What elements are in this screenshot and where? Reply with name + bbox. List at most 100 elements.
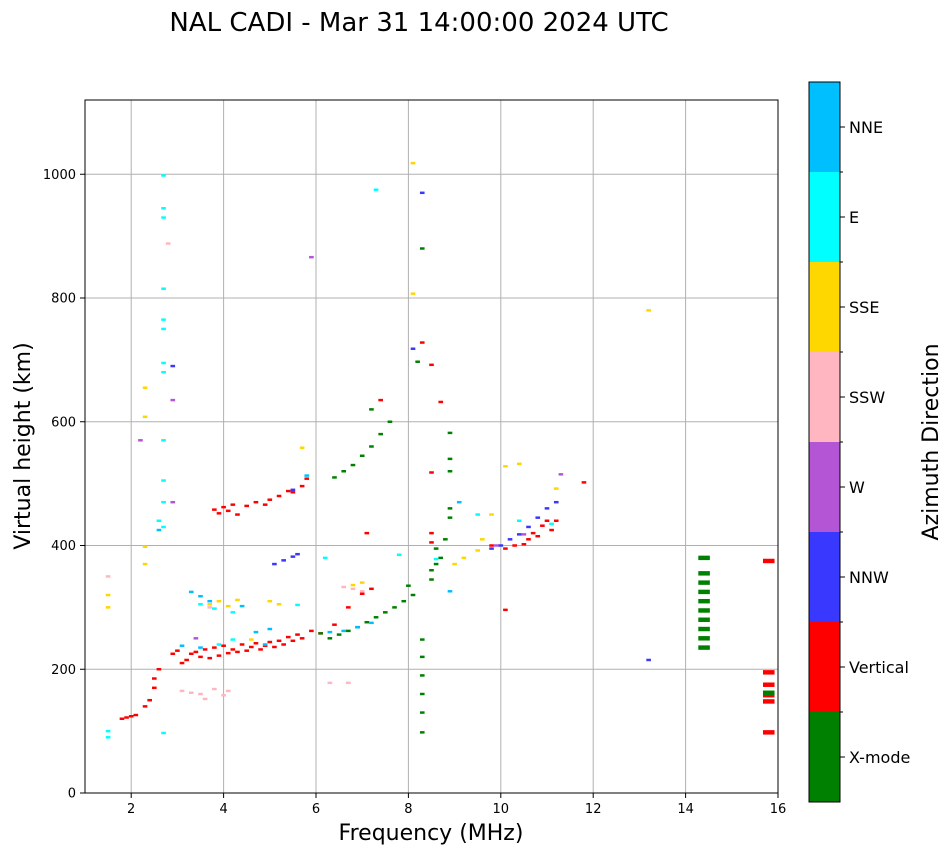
echo-point <box>438 400 444 404</box>
echo-point <box>147 698 152 702</box>
echo-point <box>387 420 393 423</box>
echo-point <box>285 489 291 493</box>
echo-point <box>253 500 259 504</box>
echo-point <box>498 544 504 547</box>
echo-point <box>142 545 148 548</box>
echo-point <box>359 592 365 595</box>
echo-point <box>170 652 176 656</box>
echo-point <box>212 607 217 610</box>
colorbar-segment <box>809 82 840 172</box>
echo-point <box>212 646 217 649</box>
echo-point <box>295 603 300 607</box>
echo-point <box>202 648 208 651</box>
echo-point <box>429 569 434 572</box>
echo-point <box>276 603 282 606</box>
echo-point <box>212 508 217 511</box>
echo-point <box>364 620 370 624</box>
echo-point <box>188 652 194 656</box>
echo-point <box>535 516 541 519</box>
echo-point <box>230 648 236 651</box>
echo-point <box>526 538 531 541</box>
colorbar-segment <box>809 352 840 442</box>
echo-point <box>429 471 434 474</box>
echo-point <box>698 608 710 613</box>
echo-point <box>429 363 434 367</box>
echo-point <box>309 629 314 633</box>
echo-point <box>179 644 185 647</box>
echo-point <box>170 398 176 402</box>
echo-point <box>198 646 203 649</box>
colorbar-label: W <box>849 478 865 497</box>
echo-point <box>230 638 236 641</box>
echo-point <box>410 347 416 350</box>
echo-point <box>549 522 554 526</box>
echo-point <box>762 682 775 687</box>
echo-point <box>207 599 213 603</box>
echo-point <box>489 513 494 516</box>
echo-point <box>369 408 374 411</box>
echo-point <box>762 670 775 675</box>
echo-point <box>128 715 134 718</box>
echo-point <box>415 360 420 363</box>
echo-point <box>419 655 425 659</box>
echo-point <box>244 504 250 508</box>
echo-point <box>447 457 453 461</box>
echo-point <box>503 465 508 468</box>
echo-point <box>161 525 166 529</box>
echo-point <box>544 507 550 510</box>
echo-point <box>359 454 365 458</box>
echo-point <box>698 645 710 650</box>
echo-point <box>105 606 111 609</box>
grid-layer <box>85 100 779 794</box>
echo-point <box>341 629 347 633</box>
echo-point <box>350 583 356 587</box>
echo-point <box>401 599 407 603</box>
echo-point <box>105 729 111 733</box>
echo-point <box>207 606 213 609</box>
echo-point <box>507 538 513 541</box>
colorbar-segment <box>809 622 840 712</box>
echo-point <box>161 479 166 482</box>
echo-point <box>549 528 554 532</box>
echo-point <box>193 650 199 654</box>
echo-point <box>419 692 425 696</box>
series-nne <box>156 474 462 649</box>
echo-point <box>521 543 527 546</box>
echo-point <box>429 531 434 535</box>
y-tick-label: 1000 <box>43 168 76 183</box>
echo-point <box>262 503 268 506</box>
echo-point <box>341 470 347 473</box>
echo-point <box>272 645 277 649</box>
echo-point <box>267 627 273 631</box>
echo-point <box>207 656 213 660</box>
echo-point <box>447 431 453 435</box>
echo-point <box>272 562 277 566</box>
echo-point <box>698 636 710 641</box>
echo-point <box>285 635 291 639</box>
echo-point <box>239 604 245 608</box>
echo-point <box>447 470 453 473</box>
echo-point <box>350 463 356 467</box>
echo-point <box>253 630 259 634</box>
echo-point <box>540 524 545 527</box>
echo-point <box>161 207 166 210</box>
echo-point <box>553 519 559 522</box>
echo-point <box>267 498 273 501</box>
echo-point <box>419 247 425 250</box>
echo-point <box>184 658 189 662</box>
echo-point <box>299 446 305 449</box>
echo-point <box>235 598 240 602</box>
echo-point <box>762 730 775 735</box>
x-tick-label: 16 <box>770 802 787 817</box>
echo-point <box>193 637 199 640</box>
echo-point <box>239 643 245 646</box>
echo-point <box>295 633 300 636</box>
echo-point <box>475 549 481 552</box>
echo-point <box>142 705 148 708</box>
echo-point <box>553 487 559 490</box>
x-tick-label: 4 <box>219 802 227 817</box>
echo-point <box>322 556 328 560</box>
echo-point <box>544 519 550 522</box>
echo-point <box>698 580 710 585</box>
echo-point <box>276 494 282 498</box>
